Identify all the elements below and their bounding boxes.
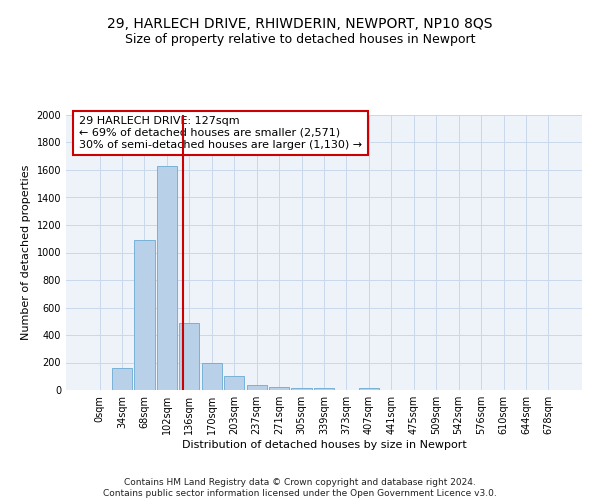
Bar — [292, 388, 311, 390]
X-axis label: Distribution of detached houses by size in Newport: Distribution of detached houses by size … — [182, 440, 466, 450]
Bar — [247, 384, 267, 390]
Bar — [112, 368, 132, 390]
Bar — [202, 362, 222, 390]
Bar — [157, 166, 177, 390]
Bar — [134, 240, 155, 390]
Bar — [179, 322, 199, 390]
Bar — [359, 388, 379, 390]
Bar — [314, 388, 334, 390]
Bar — [269, 386, 289, 390]
Bar — [224, 376, 244, 390]
Text: 29, HARLECH DRIVE, RHIWDERIN, NEWPORT, NP10 8QS: 29, HARLECH DRIVE, RHIWDERIN, NEWPORT, N… — [107, 18, 493, 32]
Text: 29 HARLECH DRIVE: 127sqm
← 69% of detached houses are smaller (2,571)
30% of sem: 29 HARLECH DRIVE: 127sqm ← 69% of detach… — [79, 116, 362, 150]
Y-axis label: Number of detached properties: Number of detached properties — [21, 165, 31, 340]
Text: Contains HM Land Registry data © Crown copyright and database right 2024.
Contai: Contains HM Land Registry data © Crown c… — [103, 478, 497, 498]
Text: Size of property relative to detached houses in Newport: Size of property relative to detached ho… — [125, 32, 475, 46]
